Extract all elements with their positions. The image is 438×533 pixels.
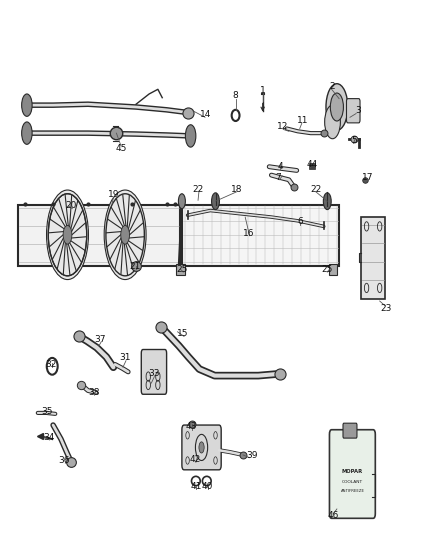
Circle shape: [185, 125, 196, 147]
Text: 1: 1: [260, 86, 265, 95]
Text: 16: 16: [243, 229, 254, 238]
Text: 4: 4: [277, 162, 283, 171]
Text: 46: 46: [328, 511, 339, 520]
Text: 25: 25: [177, 265, 188, 274]
Text: 45: 45: [115, 143, 127, 152]
Text: 36: 36: [59, 456, 70, 465]
Circle shape: [326, 84, 348, 131]
Text: ANTIFREEZE: ANTIFREEZE: [341, 489, 364, 493]
FancyBboxPatch shape: [329, 430, 375, 518]
Text: 31: 31: [120, 353, 131, 362]
Circle shape: [63, 225, 72, 244]
Text: 35: 35: [41, 407, 53, 416]
Circle shape: [323, 193, 331, 209]
FancyBboxPatch shape: [361, 217, 385, 299]
Text: 23: 23: [380, 304, 392, 313]
Circle shape: [178, 194, 185, 209]
FancyBboxPatch shape: [182, 425, 221, 470]
Circle shape: [325, 105, 340, 139]
Text: 6: 6: [297, 217, 303, 226]
Circle shape: [48, 194, 87, 276]
Circle shape: [199, 442, 204, 453]
Text: 22: 22: [192, 184, 204, 193]
Text: 7: 7: [275, 173, 281, 182]
Text: 43: 43: [185, 423, 197, 431]
Text: 41: 41: [190, 482, 201, 491]
Circle shape: [330, 93, 343, 121]
Text: 40: 40: [202, 482, 213, 491]
Text: 25: 25: [321, 265, 333, 274]
Text: 38: 38: [88, 388, 99, 397]
Text: 19: 19: [108, 190, 119, 199]
FancyBboxPatch shape: [346, 99, 360, 123]
FancyBboxPatch shape: [328, 264, 337, 275]
Text: 37: 37: [95, 335, 106, 344]
Circle shape: [121, 225, 130, 244]
Circle shape: [46, 190, 88, 279]
Text: COOLANT: COOLANT: [342, 480, 363, 484]
FancyBboxPatch shape: [176, 264, 185, 275]
Text: 2: 2: [330, 82, 336, 91]
Text: 33: 33: [148, 369, 160, 378]
Text: 22: 22: [310, 184, 321, 193]
Text: 11: 11: [297, 116, 309, 125]
Text: 17: 17: [362, 173, 373, 182]
Circle shape: [104, 190, 146, 279]
FancyBboxPatch shape: [18, 205, 180, 265]
Circle shape: [21, 122, 32, 144]
Text: 14: 14: [200, 110, 212, 119]
Text: 8: 8: [233, 91, 238, 100]
Circle shape: [21, 94, 32, 116]
Text: 3: 3: [355, 106, 361, 115]
Text: 44: 44: [306, 160, 318, 169]
Text: MOPAR: MOPAR: [342, 469, 363, 474]
Text: 42: 42: [190, 455, 201, 464]
Text: 5: 5: [351, 136, 357, 145]
Text: 21: 21: [130, 262, 141, 271]
Circle shape: [212, 193, 219, 209]
Text: 34: 34: [43, 433, 54, 442]
FancyBboxPatch shape: [182, 205, 339, 265]
Text: 39: 39: [246, 451, 258, 461]
Text: 15: 15: [177, 329, 189, 338]
FancyBboxPatch shape: [141, 350, 166, 394]
Text: 12: 12: [277, 122, 288, 131]
Text: 18: 18: [231, 184, 242, 193]
Text: 20: 20: [66, 201, 77, 211]
FancyBboxPatch shape: [343, 423, 357, 438]
Text: 32: 32: [46, 360, 57, 369]
